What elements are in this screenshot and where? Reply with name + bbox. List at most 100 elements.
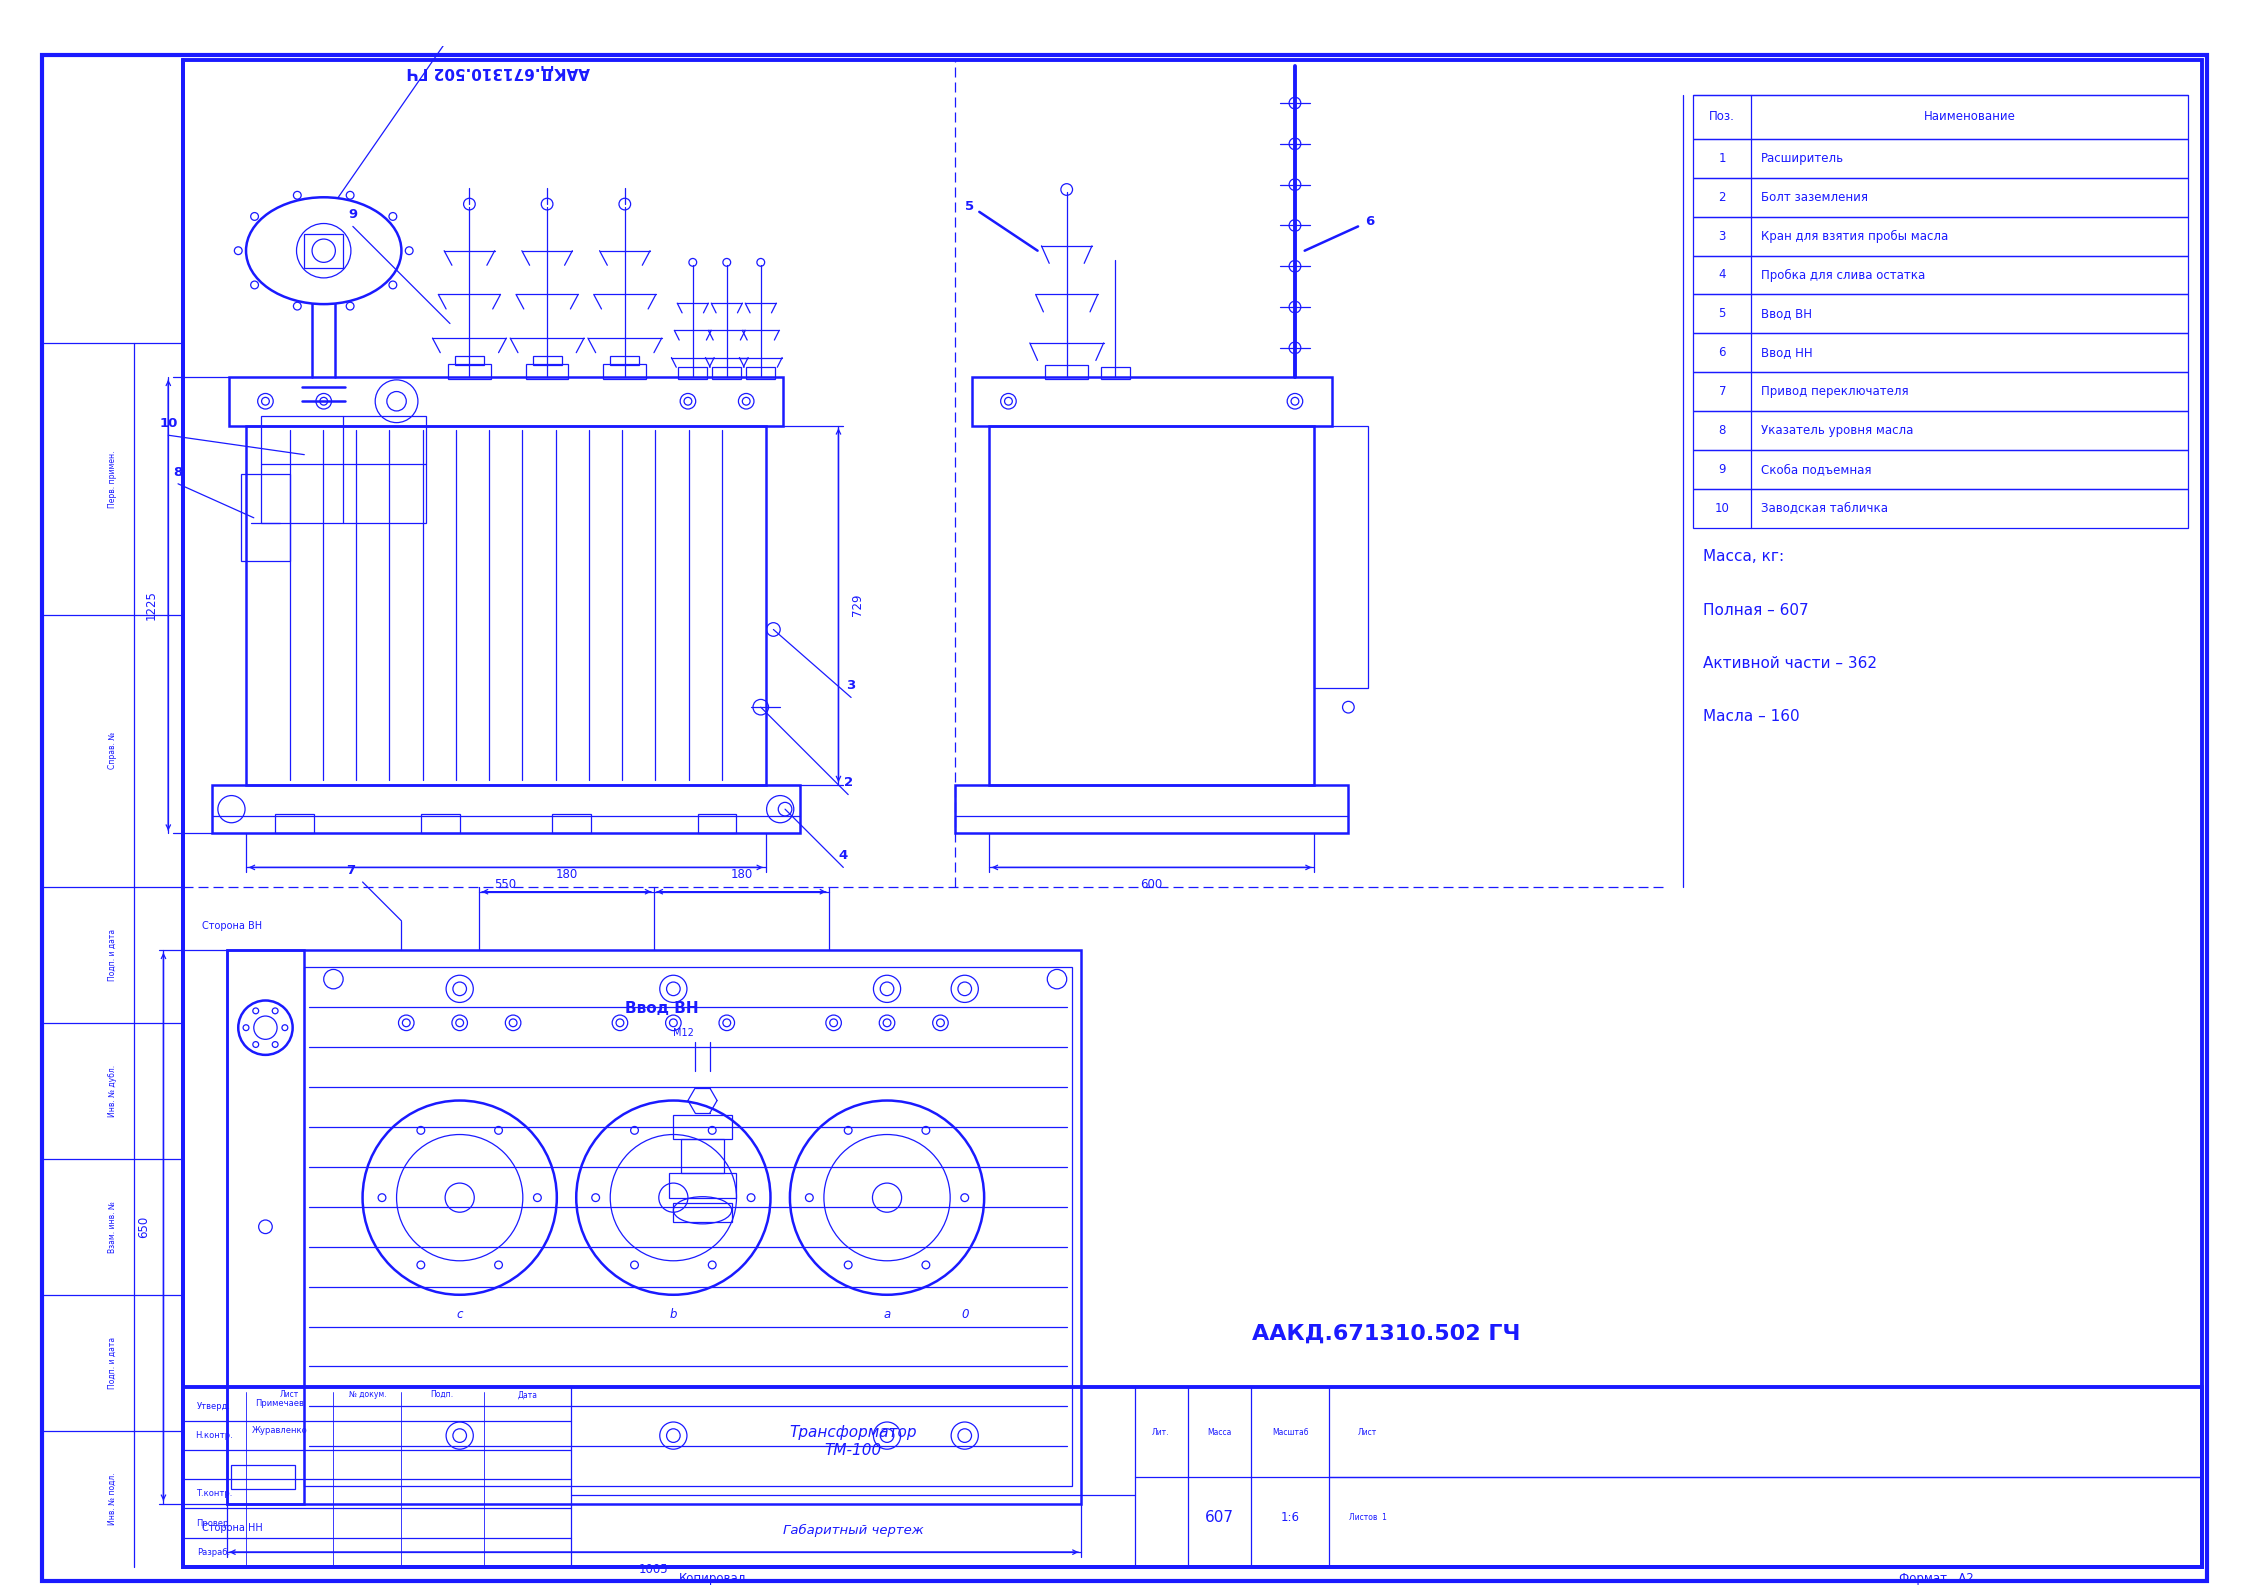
Bar	[304, 967, 1071, 1486]
Bar	[1046, 366, 1089, 379]
Text: 6: 6	[1718, 347, 1725, 360]
Bar	[182, 1387, 2202, 1567]
Bar	[232, 1465, 295, 1489]
Bar	[1693, 216, 2188, 256]
Text: Ввод НН: Ввод НН	[1761, 347, 1813, 360]
Bar	[229, 377, 783, 425]
Bar	[1693, 450, 2188, 488]
Text: Указатель уровня масла: Указатель уровня масла	[1761, 423, 1914, 438]
Text: 180: 180	[556, 867, 578, 881]
Text: Ввод ВН: Ввод ВН	[625, 1001, 699, 1015]
Text: 2: 2	[843, 776, 852, 789]
Bar	[211, 784, 801, 834]
Bar	[227, 950, 304, 1503]
Text: Сторона НН: Сторона НН	[202, 1523, 263, 1532]
Text: 5: 5	[1718, 307, 1725, 320]
Bar	[1693, 410, 2188, 450]
Bar	[1693, 95, 2188, 138]
Text: Т.контр.: Т.контр.	[196, 1489, 232, 1499]
Bar	[533, 356, 562, 366]
Text: Привод переключателя: Привод переключателя	[1761, 385, 1909, 398]
Bar	[1693, 294, 2188, 333]
Bar	[1693, 256, 2188, 294]
Text: 8: 8	[173, 466, 182, 479]
Text: Утверд.: Утверд.	[198, 1402, 232, 1411]
Text: 1: 1	[1718, 151, 1725, 165]
Text: Инв. № подл.: Инв. № подл.	[108, 1472, 117, 1526]
Bar	[261, 415, 425, 523]
Text: 9: 9	[1718, 463, 1725, 476]
Text: Наименование: Наименование	[1925, 110, 2015, 123]
Bar	[713, 368, 742, 379]
Text: 1005: 1005	[639, 1562, 668, 1577]
Text: 1225: 1225	[144, 590, 157, 620]
Text: Лист: Лист	[1358, 1429, 1376, 1437]
Text: 600: 600	[1140, 878, 1163, 891]
Bar	[603, 364, 645, 379]
Text: Масла – 160: Масла – 160	[1702, 710, 1799, 724]
Bar	[526, 364, 569, 379]
Text: 10: 10	[1714, 501, 1729, 514]
Bar	[668, 1174, 735, 1198]
Bar	[697, 815, 735, 834]
Bar	[241, 474, 290, 562]
Text: c: c	[457, 1308, 463, 1321]
Text: Расширитель: Расширитель	[1761, 151, 1844, 165]
Text: 8: 8	[1718, 423, 1725, 438]
Bar	[609, 356, 639, 366]
Text: Масса, кг:: Масса, кг:	[1702, 549, 1783, 565]
Bar	[421, 815, 459, 834]
Bar	[304, 234, 344, 269]
Text: Скоба подъемная: Скоба подъемная	[1761, 463, 1871, 476]
Text: Н.контр.: Н.контр.	[196, 1430, 234, 1440]
Text: 650: 650	[137, 1216, 151, 1238]
Text: b: b	[670, 1308, 677, 1321]
Text: 1:6: 1:6	[1280, 1511, 1300, 1524]
Text: 729: 729	[852, 593, 864, 616]
Text: 6: 6	[1365, 215, 1374, 228]
Text: 2: 2	[1718, 191, 1725, 204]
Text: 4: 4	[839, 850, 848, 862]
Bar	[1693, 372, 2188, 410]
Text: Кран для взятия пробы масла: Кран для взятия пробы масла	[1761, 229, 1948, 243]
Bar	[1100, 368, 1129, 379]
Text: М12: М12	[672, 1028, 695, 1037]
Bar	[1313, 425, 1367, 687]
Text: a: a	[884, 1308, 891, 1321]
Text: 9: 9	[349, 208, 358, 221]
Text: Журавленко: Журавленко	[252, 1426, 308, 1435]
Text: ААКД.671310.502 ГЧ: ААКД.671310.502 ГЧ	[1253, 1324, 1520, 1344]
Text: Примечаев: Примечаев	[256, 1398, 304, 1408]
Text: 10: 10	[160, 417, 178, 430]
Text: 180: 180	[731, 867, 753, 881]
Bar	[972, 377, 1331, 425]
Text: Масса: Масса	[1208, 1429, 1232, 1437]
Text: Подп.: Подп.	[430, 1391, 454, 1400]
Text: 7: 7	[346, 864, 355, 877]
Text: Разраб.: Разраб.	[198, 1548, 232, 1556]
Text: Поз.: Поз.	[1709, 110, 1736, 123]
Bar	[672, 1203, 731, 1222]
Text: Подп. и дата: Подп. и дата	[108, 1336, 117, 1389]
Text: Болт заземления: Болт заземления	[1761, 191, 1869, 204]
Bar	[448, 364, 490, 379]
Text: 0: 0	[960, 1308, 969, 1321]
Bar	[1693, 333, 2188, 372]
Bar	[990, 425, 1313, 784]
Bar	[1693, 178, 2188, 216]
Text: Листов  1: Листов 1	[1349, 1513, 1388, 1521]
Text: 607: 607	[1205, 1510, 1235, 1524]
Text: 3: 3	[846, 679, 855, 692]
Text: Пробка для слива остатка: Пробка для слива остатка	[1761, 269, 1925, 282]
Bar	[681, 1139, 724, 1174]
Bar	[679, 368, 708, 379]
Text: Ввод ВН: Ввод ВН	[1761, 307, 1813, 320]
Text: 7: 7	[1718, 385, 1725, 398]
Bar	[245, 425, 765, 784]
Text: Лист: Лист	[281, 1391, 299, 1400]
Text: Дата: Дата	[517, 1391, 538, 1400]
Text: 1: 1	[466, 0, 475, 3]
Text: Активной части – 362: Активной части – 362	[1702, 655, 1878, 671]
Text: Полная – 607: Полная – 607	[1702, 603, 1808, 617]
Text: Инв. № дубл.: Инв. № дубл.	[108, 1064, 117, 1117]
